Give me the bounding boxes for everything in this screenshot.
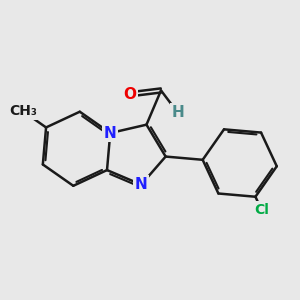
Text: N: N <box>104 125 117 140</box>
Text: O: O <box>123 87 136 102</box>
Text: Cl: Cl <box>254 202 269 217</box>
Text: CH₃: CH₃ <box>9 104 37 118</box>
Text: H: H <box>171 105 184 120</box>
Text: N: N <box>135 177 148 192</box>
